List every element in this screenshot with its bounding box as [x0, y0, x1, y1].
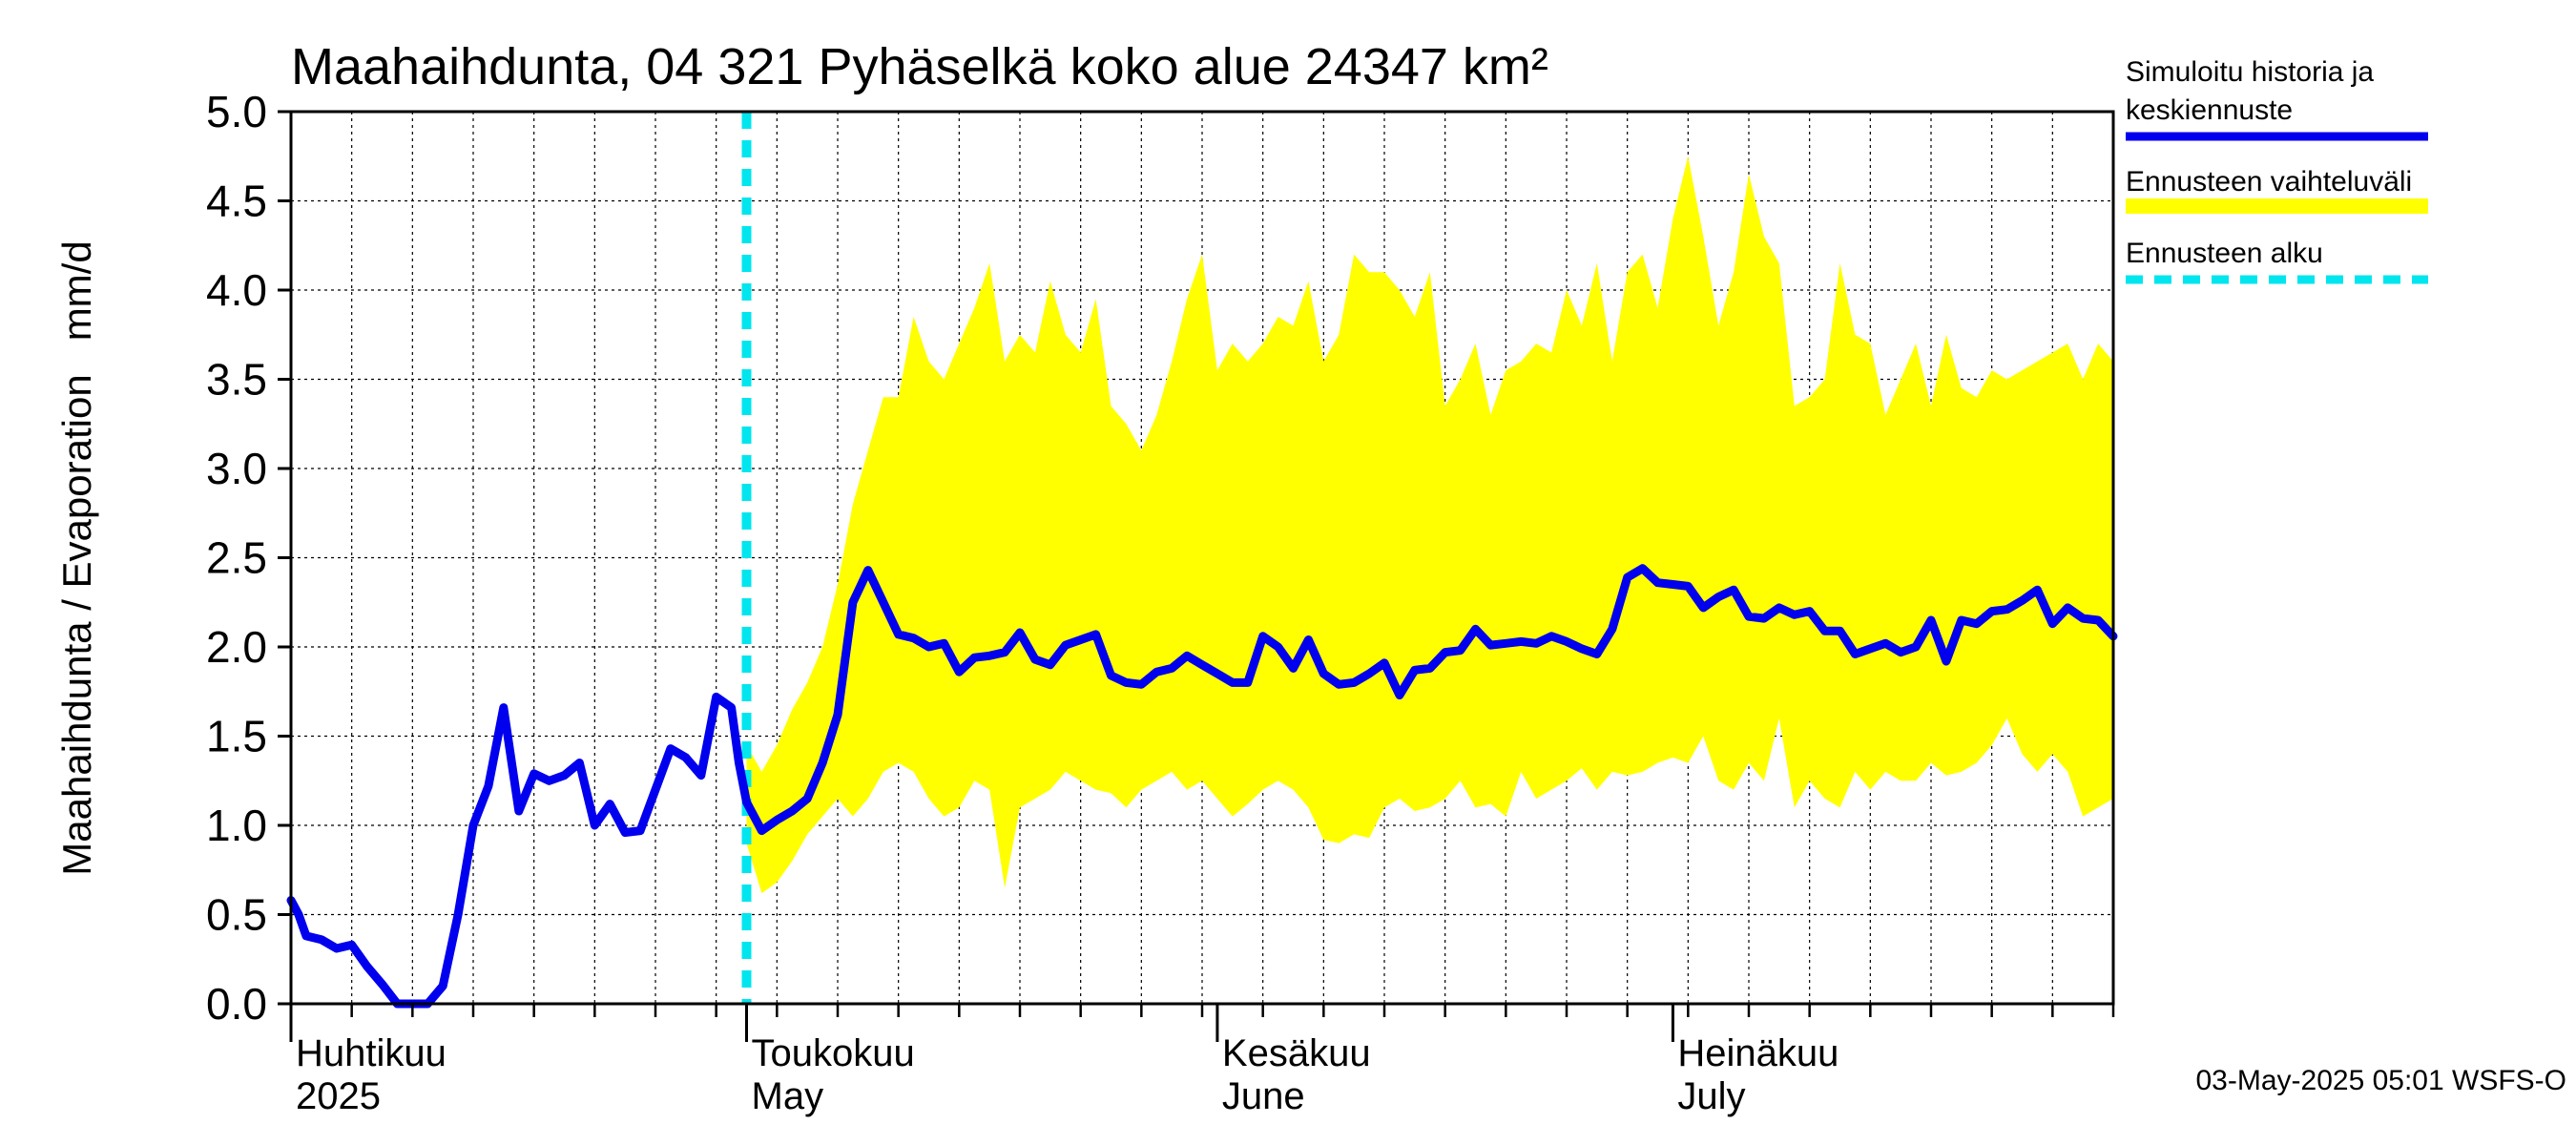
y-tick-label: 0.5: [206, 890, 267, 940]
y-tick-label: 1.5: [206, 712, 267, 761]
y-tick-label: 1.0: [206, 801, 267, 850]
y-tick-label: 3.0: [206, 444, 267, 493]
y-tick-label: 2.5: [206, 533, 267, 583]
x-month-sublabel: July: [1677, 1075, 1745, 1117]
forecast-range-band: [746, 156, 2113, 894]
x-month-sublabel: 2025: [296, 1075, 381, 1117]
legend: Simuloitu historia ja keskiennuste Ennus…: [2126, 56, 2428, 284]
y-tick-label: 4.0: [206, 265, 267, 315]
y-tick-label: 5.0: [206, 87, 267, 136]
x-month-label: Huhtikuu: [296, 1032, 447, 1074]
legend-history-label-line1: Simuloitu historia ja: [2126, 56, 2374, 88]
footer-timestamp: 03-May-2025 05:01 WSFS-O: [2196, 1065, 2567, 1096]
y-tick-label: 0.0: [206, 979, 267, 1029]
chart-title: Maahaihdunta, 04 321 Pyhäselkä koko alue…: [291, 38, 1548, 95]
y-axis: 0.0 0.5 1.0 1.5 2.0 2.5 3.0 3.5 4.0 4.5 5.0: [206, 87, 291, 1029]
x-month-label: Kesäkuu: [1222, 1032, 1371, 1074]
legend-item-range: Ennusteen vaihteluväli: [2126, 166, 2428, 214]
y-axis-label: Maahaihdunta / Evaporation mm/d: [54, 240, 99, 875]
legend-forecast-start-label: Ennusteen alku: [2126, 238, 2323, 269]
y-tick-label: 2.0: [206, 622, 267, 672]
legend-range-label: Ennusteen vaihteluväli: [2126, 166, 2412, 198]
x-month-label: Toukokuu: [752, 1032, 915, 1074]
history-line: [286, 692, 751, 1009]
x-month-label: Heinäkuu: [1677, 1032, 1839, 1074]
y-tick-label: 4.5: [206, 177, 267, 226]
x-month-sublabel: May: [752, 1075, 824, 1117]
legend-item-forecast-start: Ennusteen alku: [2126, 238, 2428, 284]
plot-area: [286, 110, 2118, 1009]
legend-history-label-line2: keskiennuste: [2126, 94, 2293, 126]
forecast-mean-line: [742, 564, 2118, 836]
legend-item-history: Simuloitu historia ja keskiennuste: [2126, 56, 2428, 141]
x-month-sublabel: June: [1222, 1075, 1305, 1117]
y-tick-label: 3.5: [206, 355, 267, 405]
